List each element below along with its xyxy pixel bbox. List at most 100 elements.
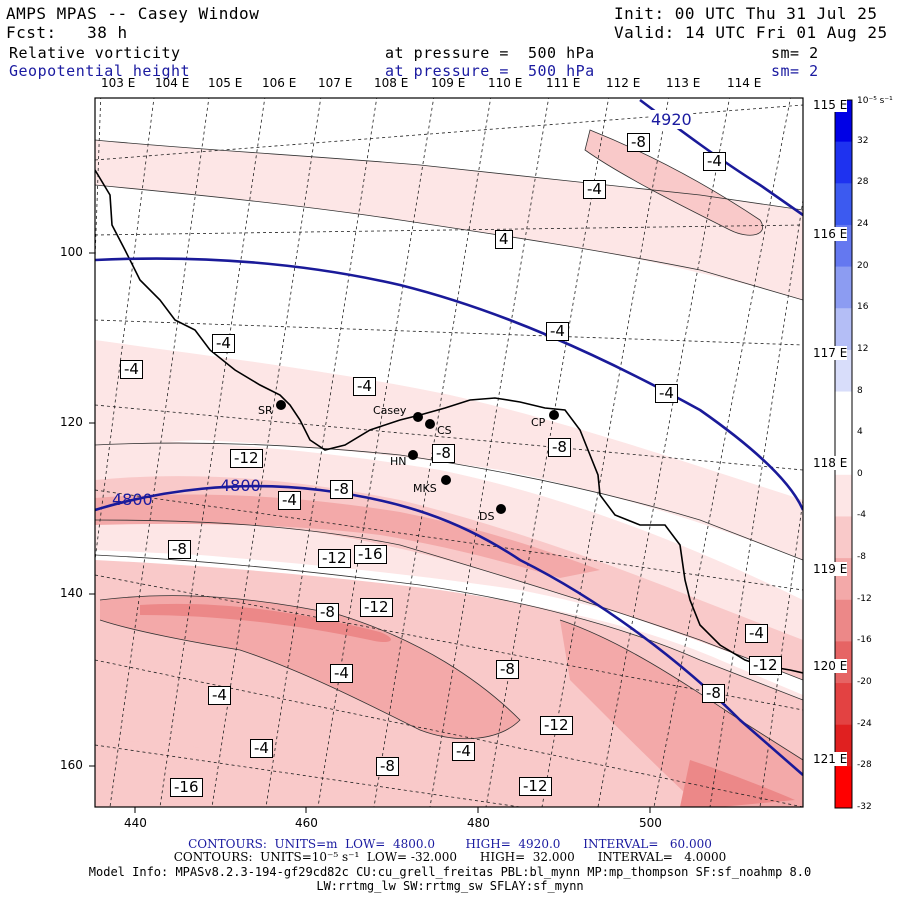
- footer-text: HIGH= 32.000: [479, 850, 575, 864]
- field2-pressure: at pressure = 500 hPa: [385, 62, 595, 80]
- colorbar-swatch: [835, 183, 852, 226]
- colorbar-swatch: [835, 391, 852, 434]
- field2-smoothing: sm= 2: [771, 62, 819, 80]
- coastline: [95, 169, 803, 674]
- vorticity-contour-label: -8: [627, 133, 650, 152]
- colorbar-swatch: [835, 683, 852, 726]
- colorbar-swatch: [835, 599, 852, 642]
- vorticity-contour-label: -8: [376, 757, 399, 776]
- lon-label: 104 E: [155, 76, 190, 90]
- x-tick-label: 440: [124, 816, 147, 830]
- colorbar-tick-label: -20: [857, 677, 872, 688]
- x-tick-label: 480: [467, 816, 490, 830]
- vorticity-contour-label: -16: [354, 545, 387, 564]
- colorbar-tick-label: 20: [857, 260, 869, 271]
- lon-label: 108 E: [374, 76, 409, 90]
- lon-label: 105 E: [208, 76, 243, 90]
- colorbar-swatch: [835, 266, 852, 309]
- colorbar-unit: 10⁻⁵ s⁻¹: [857, 96, 893, 106]
- height-contour-label: 4800: [220, 476, 261, 495]
- x-tick-label: 500: [639, 816, 662, 830]
- station-label: HN: [390, 455, 407, 468]
- model-info-2: LW:rrtmg_lw SW:rrtmg_sw SFLAY:sf_mynn: [316, 879, 584, 893]
- station-label: CP: [531, 416, 546, 429]
- station-label: SR: [258, 404, 273, 417]
- colorbar-tick-label: 32: [857, 135, 869, 146]
- vorticity-contour-label: -4: [250, 739, 273, 758]
- vorticity-contour-label: -8: [168, 540, 191, 559]
- footer-text: INTERVAL= 60.000: [583, 837, 712, 851]
- colorbar-swatch: [835, 474, 852, 517]
- valid-time: Valid: 14 UTC Fri 01 Aug 25: [614, 23, 888, 42]
- vorticity-contour-label: -12: [230, 449, 263, 468]
- vorticity-contour-label: -4: [353, 377, 376, 396]
- field1-name: Relative vorticity: [9, 44, 181, 62]
- graticule: [95, 98, 803, 807]
- colorbar: [834, 99, 853, 809]
- lon-label: 114 E: [727, 76, 762, 90]
- colorbar-tick-label: 0: [857, 468, 863, 479]
- station-label: MKS: [413, 482, 437, 495]
- vorticity-contour-label: -8: [432, 444, 455, 463]
- lon-label: 106 E: [262, 76, 297, 90]
- vorticity-contour-label: -4: [208, 686, 231, 705]
- lon-label: 113 E: [666, 76, 701, 90]
- colorbar-swatch: [835, 766, 852, 809]
- colorbar-tick-label: -32: [857, 802, 872, 812]
- right-lon-label: 120 E: [813, 659, 848, 673]
- colorbar-swatch: [835, 308, 852, 351]
- field1-smoothing: sm= 2: [771, 44, 819, 62]
- height-contour-info: CONTOURS: UNITS=m LOW= 4800.0 HIGH= 4920…: [0, 838, 900, 851]
- vorticity-contour-label: -4: [120, 360, 143, 379]
- vorticity-contour-label: -4: [546, 322, 569, 341]
- vorticity-contour-label: -12: [519, 777, 552, 796]
- lon-label: 110 E: [488, 76, 523, 90]
- init-time: Init: 00 UTC Thu 31 Jul 25: [614, 4, 878, 23]
- right-lon-label: 115 E: [813, 98, 848, 112]
- right-lon-label: 118 E: [813, 456, 848, 470]
- vorticity-contour-label: 4: [495, 230, 513, 249]
- colorbar-tick-label: -24: [857, 718, 872, 729]
- vorticity-contour-label: -8: [316, 603, 339, 622]
- vorticity-contours: [95, 129, 803, 761]
- field2-name: Geopotential height: [9, 62, 191, 80]
- field1-pressure: at pressure = 500 hPa: [385, 44, 595, 62]
- colorbar-tick-label: -4: [857, 510, 866, 521]
- vorticity-contour-info: CONTOURS: UNITS=10⁻⁵ s⁻¹ LOW= -32.000 HI…: [0, 851, 900, 864]
- vorticity-contour-label: -8: [702, 684, 725, 703]
- colorbar-swatch: [835, 516, 852, 559]
- y-tick-label: 120: [60, 415, 83, 429]
- colorbar-tick-label: 16: [857, 302, 869, 313]
- right-lon-label: 116 E: [813, 227, 848, 241]
- colorbar-swatch: [835, 349, 852, 393]
- vorticity-contour-label: -12: [749, 656, 782, 675]
- vorticity-contour-label: -4: [212, 334, 235, 353]
- footer-text: CONTOURS: UNITS=10⁻⁵ s⁻¹ LOW= -32.000: [173, 850, 457, 864]
- vorticity-contour-label: -16: [170, 778, 203, 797]
- right-lon-label: 119 E: [813, 562, 848, 576]
- lon-label: 111 E: [546, 76, 581, 90]
- plot-border: [94, 97, 804, 808]
- axis-ticks: [89, 252, 651, 813]
- footer-text: CONTOURS: UNITS=m LOW= 4800.0: [188, 837, 435, 851]
- forecast-hour: Fcst: 38 h: [6, 23, 128, 42]
- height-contour-label: 4920: [651, 110, 692, 129]
- vorticity-contour-label: -4: [583, 180, 606, 199]
- vorticity-contour-label: -4: [278, 491, 301, 510]
- vorticity-contour-label: -4: [452, 742, 475, 761]
- station-markers: [276, 400, 559, 514]
- lon-label: 103 E: [101, 76, 136, 90]
- colorbar-tick-label: -28: [857, 760, 872, 771]
- y-tick-label: 100: [60, 245, 83, 259]
- vorticity-contour-label: -12: [540, 716, 573, 735]
- station-label: CS: [437, 424, 452, 437]
- right-lon-label: 121 E: [813, 752, 848, 766]
- vorticity-contour-label: -8: [330, 480, 353, 499]
- plot-title: AMPS MPAS -- Casey Window: [6, 4, 260, 23]
- vorticity-contour-label: -4: [745, 624, 768, 643]
- vorticity-contour-label: -4: [655, 384, 678, 403]
- vorticity-contour-label: -4: [703, 152, 726, 171]
- model-info: Model Info: MPASv8.2.3-194-gf29cd82c CU:…: [88, 865, 812, 879]
- station-label: DS: [479, 510, 495, 523]
